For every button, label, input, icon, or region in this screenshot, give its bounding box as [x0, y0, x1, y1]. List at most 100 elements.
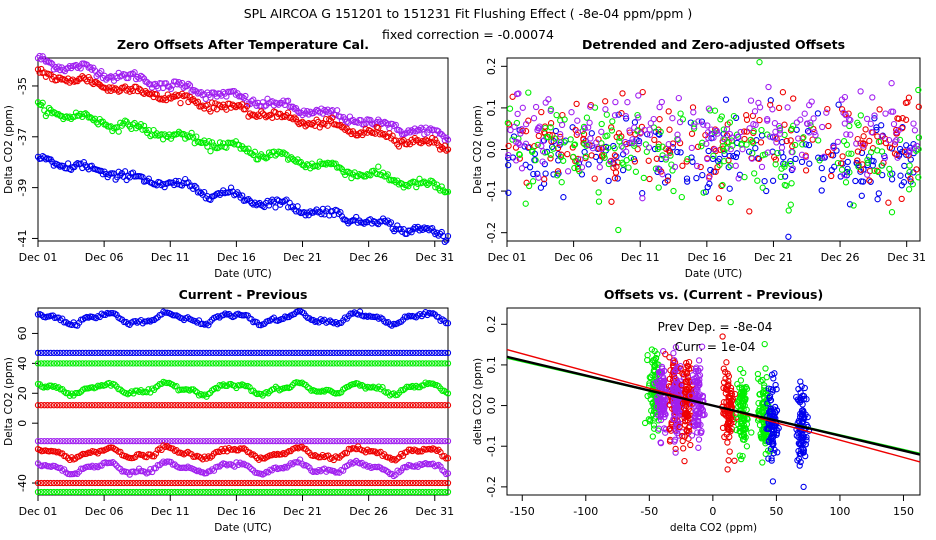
series-red-point [362, 402, 369, 409]
series-blue-point [406, 349, 414, 357]
x-tick-label: Dec 06 [554, 251, 593, 264]
series-red-point [161, 402, 169, 409]
series-purple-point [810, 115, 817, 122]
series-green-point [368, 488, 375, 496]
series-blue-point [639, 190, 646, 197]
series-green-point [95, 360, 102, 367]
series-purple-point [421, 131, 428, 138]
series-green-point [205, 138, 213, 145]
series-purple-point [864, 171, 871, 178]
series-purple-point [690, 109, 697, 116]
series-red-point [441, 402, 448, 409]
series-green-point [136, 488, 143, 496]
series-green-point [384, 488, 391, 496]
series-purple-point [311, 437, 318, 445]
cluster-purple-point [691, 414, 698, 421]
series-red-point [137, 451, 145, 459]
series-purple-point [206, 437, 213, 445]
cluster-purple-point [695, 357, 703, 364]
series-blue-point [314, 349, 321, 357]
series-red-point [874, 133, 881, 140]
series-blue-point [605, 177, 612, 185]
series-blue-point [115, 168, 122, 175]
series-green-point [864, 156, 871, 163]
series-blue-point [333, 349, 340, 357]
series-purple-point [426, 460, 433, 468]
y-axis-label: Delta CO2 (ppm) [3, 105, 15, 194]
series-purple-point [911, 144, 918, 151]
series-red-point [61, 76, 69, 84]
cluster-blue-point [764, 400, 771, 407]
series-green-point [516, 151, 523, 158]
series-red-point [60, 479, 67, 487]
series-green-point [602, 133, 609, 140]
series-red-point [775, 104, 783, 112]
series-green-point [710, 152, 717, 159]
series-green-point [743, 141, 750, 148]
series-purple-point [676, 118, 684, 126]
series-red-point [266, 479, 274, 487]
series-purple-point [435, 437, 442, 445]
series-red-point [406, 479, 414, 487]
series-red-point [324, 402, 331, 409]
series-blue-point [875, 190, 882, 197]
series-purple-point [505, 151, 512, 159]
series-purple-point [847, 131, 854, 138]
series-green-point [82, 360, 89, 367]
series-purple-point [123, 437, 131, 445]
series-purple-point [69, 437, 77, 445]
series-blue-point [244, 349, 251, 357]
series-blue-point [769, 177, 777, 184]
series-purple-point [758, 163, 766, 171]
series-blue-point [444, 232, 452, 240]
series-red-point [104, 479, 112, 487]
cluster-green-point [755, 375, 762, 382]
cluster-red-point [727, 390, 734, 397]
series-purple-point [292, 437, 299, 445]
series-green-point [355, 488, 363, 496]
series-green-point [723, 139, 731, 146]
panel-title: Offsets vs. (Current - Previous) [604, 287, 823, 302]
series-red-point [263, 402, 270, 409]
series-green-point [343, 360, 350, 367]
series-blue-point [136, 349, 143, 357]
cluster-blue-point [773, 407, 781, 414]
series-green-point [848, 150, 855, 157]
x-tick-label: Dec 11 [151, 251, 190, 264]
cluster-blue-point [765, 455, 772, 462]
cluster-green-point [740, 431, 747, 439]
series-purple-point [317, 437, 325, 445]
series-green-point [371, 360, 379, 367]
series-purple-point [535, 174, 542, 181]
series-green-point [789, 122, 797, 129]
series-red-point [608, 198, 615, 205]
cluster-purple-point [657, 401, 664, 409]
series-green-point [311, 488, 318, 496]
series-purple-point [793, 119, 801, 126]
series-green-point [878, 162, 885, 169]
series-red-point [136, 479, 143, 487]
x-tick-label: Dec 16 [217, 251, 256, 264]
series-green-point [403, 488, 410, 496]
series-green-point [295, 360, 302, 367]
series-blue-point [92, 314, 100, 322]
series-red-point [111, 479, 118, 487]
series-blue-point [428, 349, 436, 357]
series-blue-point [384, 349, 391, 357]
series-purple-point [775, 122, 783, 130]
series-red-point [247, 479, 255, 487]
series-green-point [339, 360, 347, 367]
x-tick-label: Dec 31 [415, 251, 454, 264]
series-red-point [425, 402, 433, 409]
series-green-point [308, 360, 315, 367]
series-green-point [726, 119, 734, 126]
cluster-purple-point [677, 362, 684, 370]
cluster-purple-point [695, 444, 702, 451]
series-purple-point [845, 116, 853, 123]
series-purple-point [894, 154, 901, 161]
series-green-point [359, 360, 366, 367]
series-blue-point [699, 171, 706, 179]
series-purple-point [289, 437, 296, 445]
series-green-point [678, 193, 685, 201]
